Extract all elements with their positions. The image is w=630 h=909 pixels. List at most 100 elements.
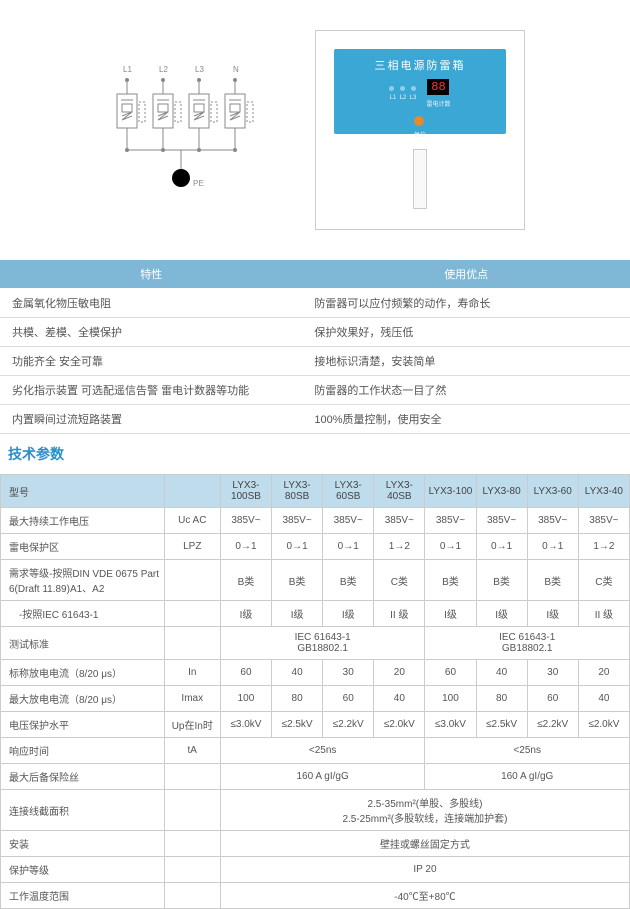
- spec-value: LYX3-40: [578, 475, 629, 508]
- feature-name: 共模、差模、全模保护: [0, 318, 302, 347]
- spec-value: II 级: [578, 601, 629, 627]
- spec-value: 0→1: [425, 534, 476, 560]
- spec-value: LYX3-60SB: [323, 475, 374, 508]
- spec-row: 最大持续工作电压Uc AC385V~385V~385V~385V~385V~38…: [1, 508, 630, 534]
- spec-value: 100: [220, 686, 271, 712]
- spec-value: 385V~: [323, 508, 374, 534]
- top-figure-row: L1 L2 L3 N: [0, 0, 630, 250]
- spec-value: I级: [527, 601, 578, 627]
- spec-row-unit: [164, 475, 220, 508]
- digit-caption: 雷电计数: [426, 99, 450, 108]
- spec-value: B类: [425, 560, 476, 601]
- spec-row: 响应时间tA<25ns<25ns: [1, 738, 630, 764]
- spec-value: LYX3-40SB: [374, 475, 425, 508]
- spec-row-label: 连接线截面积: [1, 790, 165, 831]
- led-l1: [389, 86, 394, 91]
- spec-value: B类: [220, 560, 271, 601]
- spec-row-unit: [164, 883, 220, 909]
- spec-row-unit: LPZ: [164, 534, 220, 560]
- feature-advantage: 保护效果好，残压低: [302, 318, 630, 347]
- spec-value: 385V~: [374, 508, 425, 534]
- spec-row: 型号LYX3-100SBLYX3-80SBLYX3-60SBLYX3-40SBL…: [1, 475, 630, 508]
- spec-value: 385V~: [527, 508, 578, 534]
- spec-row-label: -按照IEC 61643-1: [1, 601, 165, 627]
- spec-value: ≤2.2kV: [527, 712, 578, 738]
- feature-advantage: 防雷器可以应付频繁的动作，寿命长: [302, 289, 630, 318]
- feature-advantage: 接地标识清楚，安装简单: [302, 347, 630, 376]
- feature-row: 功能齐全 安全可靠接地标识清楚，安装简单: [0, 347, 630, 376]
- spec-value: 0→1: [272, 534, 323, 560]
- spec-value: 385V~: [578, 508, 629, 534]
- spec-value: 385V~: [476, 508, 527, 534]
- spec-value: C类: [374, 560, 425, 601]
- spec-row: 工作温度范围 -40℃至+80℃: [1, 883, 630, 909]
- spec-row-unit: Imax: [164, 686, 220, 712]
- feature-advantage: 防雷器的工作状态一目了然: [302, 376, 630, 405]
- spec-value: 385V~: [425, 508, 476, 534]
- spec-value: 60: [220, 660, 271, 686]
- spec-value: I级: [476, 601, 527, 627]
- spec-row-label: 最大放电电流（8/20 μs）: [1, 686, 165, 712]
- spec-section-title: 技术参数: [0, 434, 630, 474]
- reset-knob: [414, 116, 424, 126]
- spec-value: B类: [272, 560, 323, 601]
- spec-value: I级: [425, 601, 476, 627]
- led-l2: [400, 86, 405, 91]
- spec-value: ≤3.0kV: [220, 712, 271, 738]
- spec-value: ≤2.5kV: [476, 712, 527, 738]
- spec-value: LYX3-60: [527, 475, 578, 508]
- feature-name: 劣化指示装置 可选配遥信告警 雷电计数器等功能: [0, 376, 302, 405]
- spec-value: 80: [476, 686, 527, 712]
- feature-advantage: 100%质量控制，使用安全: [302, 405, 630, 434]
- feature-row: 共模、差模、全模保护保护效果好，残压低: [0, 318, 630, 347]
- spec-row-label: 标称放电电流（8/20 μs）: [1, 660, 165, 686]
- spec-row: 需求等级-按照DIN VDE 0675 Part 6(Draft 11.89)A…: [1, 560, 630, 601]
- spec-value: 385V~: [220, 508, 271, 534]
- spec-value: 60: [323, 686, 374, 712]
- device-enclosure: 三相电源防雷箱 L1 L2 L3 88 雷电计数: [315, 30, 525, 230]
- spec-value: II 级: [374, 601, 425, 627]
- feat-header-right: 使用优点: [302, 260, 630, 289]
- spec-row-label: 测试标准: [1, 627, 165, 660]
- spec-value: <25ns: [425, 738, 630, 764]
- spec-row-label: 工作温度范围: [1, 883, 165, 909]
- spec-row-unit: [164, 857, 220, 883]
- spec-row-label: 安装: [1, 831, 165, 857]
- spec-row: 最大放电电流（8/20 μs）Imax100806040100806040: [1, 686, 630, 712]
- feature-name: 金属氧化物压敏电阻: [0, 289, 302, 318]
- spec-value: IP 20: [220, 857, 629, 883]
- spec-value: B类: [476, 560, 527, 601]
- spec-value: 20: [374, 660, 425, 686]
- digit-display: 88: [427, 79, 449, 95]
- spec-row-label: 最大持续工作电压: [1, 508, 165, 534]
- spec-table: 型号LYX3-100SBLYX3-80SBLYX3-60SBLYX3-40SBL…: [0, 474, 630, 909]
- spec-value: -40℃至+80℃: [220, 883, 629, 909]
- terminal-l2: L2: [159, 65, 168, 74]
- spec-value: ≤3.0kV: [425, 712, 476, 738]
- spec-row-unit: [164, 601, 220, 627]
- terminals: L1 L2 L3 N: [123, 65, 239, 74]
- spec-row: 雷电保护区LPZ0→10→10→11→20→10→10→11→2: [1, 534, 630, 560]
- spec-row: -按照IEC 61643-1I级I级I级II 级I级I级I级II 级: [1, 601, 630, 627]
- spec-value: 1→2: [374, 534, 425, 560]
- ground-label: PE: [193, 179, 204, 188]
- spec-value: IEC 61643-1 GB18802.1: [220, 627, 425, 660]
- spec-value: C类: [578, 560, 629, 601]
- leds-and-display: L1 L2 L3 88 雷电计数: [344, 79, 496, 108]
- spec-row: 电压保护水平Up在In时≤3.0kV≤2.5kV≤2.2kV≤2.0kV≤3.0…: [1, 712, 630, 738]
- spec-value: 20: [578, 660, 629, 686]
- spec-row-unit: In: [164, 660, 220, 686]
- spec-value: LYX3-100SB: [220, 475, 271, 508]
- spec-value: LYX3-80: [476, 475, 527, 508]
- spec-value: B类: [527, 560, 578, 601]
- spec-value: B类: [323, 560, 374, 601]
- spec-value: <25ns: [220, 738, 425, 764]
- spec-value: 385V~: [272, 508, 323, 534]
- spec-row-unit: tA: [164, 738, 220, 764]
- spec-value: LYX3-100: [425, 475, 476, 508]
- feature-name: 内置瞬间过流短路装置: [0, 405, 302, 434]
- terminal-l3: L3: [195, 65, 204, 74]
- device-panel: 三相电源防雷箱 L1 L2 L3 88 雷电计数: [334, 49, 506, 134]
- spec-value: I级: [220, 601, 271, 627]
- spec-row-unit: [164, 560, 220, 601]
